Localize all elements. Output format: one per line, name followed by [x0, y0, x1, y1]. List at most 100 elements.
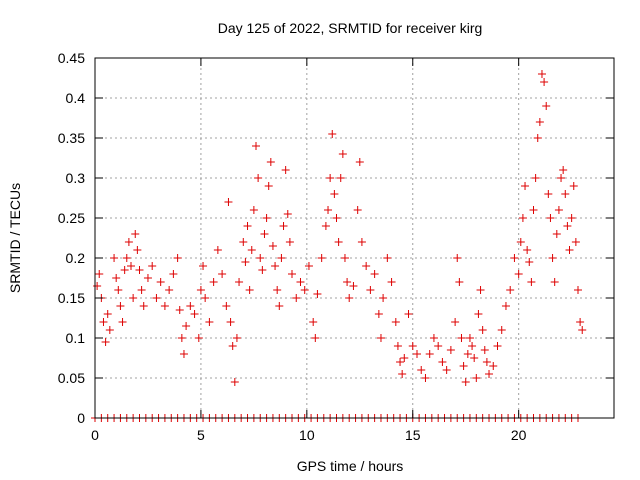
data-point — [353, 206, 362, 214]
data-point — [370, 270, 379, 278]
data-point — [453, 254, 462, 262]
data-point — [540, 78, 549, 86]
data-point — [340, 254, 349, 262]
data-point — [565, 246, 574, 254]
y-tick-label: 0.2 — [66, 250, 86, 266]
data-point — [391, 318, 400, 326]
data-point — [343, 278, 352, 286]
data-point — [396, 358, 405, 366]
data-point — [283, 210, 292, 218]
data-point — [137, 286, 146, 294]
data-point — [393, 342, 402, 350]
data-point — [249, 206, 258, 214]
data-point — [552, 230, 561, 238]
data-point — [182, 322, 191, 330]
data-point — [199, 262, 208, 270]
data-point — [525, 258, 534, 266]
x-axis-label: GPS time / hours — [297, 458, 404, 474]
data-point — [260, 230, 269, 238]
data-point — [93, 282, 102, 290]
x-tick-label: 10 — [299, 427, 315, 443]
data-point — [241, 258, 250, 266]
data-point — [239, 238, 248, 246]
data-point — [326, 174, 335, 182]
data-point — [446, 346, 455, 354]
data-point — [535, 118, 544, 126]
data-point — [482, 358, 491, 366]
data-point — [546, 214, 555, 222]
data-point — [281, 166, 290, 174]
data-point — [493, 342, 502, 350]
data-point — [124, 238, 133, 246]
data-point — [101, 338, 110, 346]
data-point — [226, 318, 235, 326]
data-point — [120, 266, 129, 274]
axis-ticks: 0 0.05 0.1 0.15 0.2 0.25 0.3 0.35 0.4 0.45 0 5 10 15 2… — [58, 50, 614, 443]
data-point — [334, 238, 343, 246]
data-point — [143, 274, 152, 282]
data-point — [571, 238, 580, 246]
y-tick-label: 0.45 — [58, 50, 85, 66]
data-point — [133, 246, 142, 254]
data-point — [110, 254, 119, 262]
data-point — [463, 350, 472, 358]
data-point — [152, 294, 161, 302]
data-point — [516, 238, 525, 246]
data-point — [311, 334, 320, 342]
data-point — [317, 254, 326, 262]
data-point — [105, 326, 114, 334]
data-point — [459, 362, 468, 370]
data-point — [165, 286, 174, 294]
data-point — [256, 254, 265, 262]
data-point — [273, 286, 282, 294]
data-point — [266, 158, 275, 166]
data-point — [421, 374, 430, 382]
data-point — [510, 254, 519, 262]
data-point — [268, 242, 277, 250]
data-point — [455, 278, 464, 286]
data-point — [417, 366, 426, 374]
data-point — [271, 262, 280, 270]
data-point — [254, 174, 263, 182]
data-point — [387, 278, 396, 286]
data-point — [114, 286, 123, 294]
data-point — [559, 166, 568, 174]
y-tick-label: 0.15 — [58, 290, 85, 306]
data-point — [196, 286, 205, 294]
plot-frame — [94, 57, 615, 419]
data-point — [190, 310, 199, 318]
data-point — [173, 254, 182, 262]
data-point — [224, 198, 233, 206]
grid-lines — [95, 58, 614, 418]
data-point — [544, 190, 553, 198]
y-axis-label: SRMTID / TECUs — [7, 183, 23, 293]
data-point — [578, 326, 587, 334]
data-point — [209, 278, 218, 286]
data-point — [457, 334, 466, 342]
data-point — [99, 318, 108, 326]
data-point — [177, 334, 186, 342]
data-point — [328, 130, 337, 138]
data-point — [288, 270, 297, 278]
data-point — [296, 278, 305, 286]
data-point — [205, 318, 214, 326]
data-point — [476, 286, 485, 294]
data-point — [277, 254, 286, 262]
data-point — [116, 302, 125, 310]
data-point — [258, 266, 267, 274]
y-tick-label: 0.25 — [58, 210, 85, 226]
data-point — [527, 278, 536, 286]
data-point — [398, 370, 407, 378]
data-point — [561, 190, 570, 198]
data-point — [264, 182, 273, 190]
data-point — [408, 342, 417, 350]
data-point — [131, 230, 140, 238]
data-point — [345, 294, 354, 302]
data-point — [330, 190, 339, 198]
data-point — [279, 222, 288, 230]
data-point — [478, 326, 487, 334]
data-point — [434, 342, 443, 350]
data-point — [349, 282, 358, 290]
data-point — [135, 266, 144, 274]
